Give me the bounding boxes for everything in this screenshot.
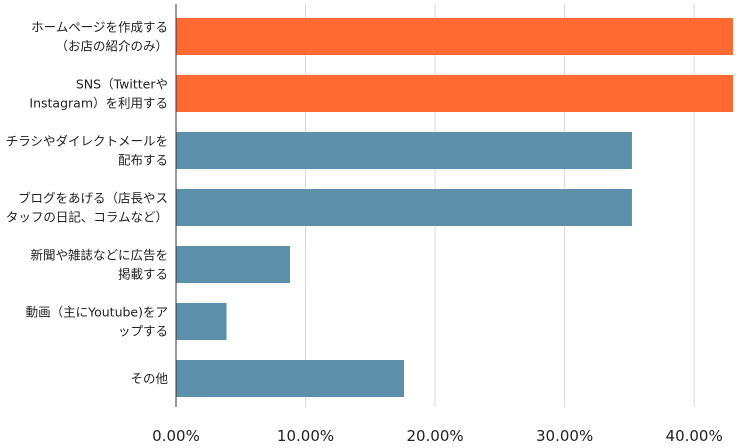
x-tick-label-1: 10.00%: [277, 427, 334, 445]
category-label-1-line-2: （お店の紹介のみ）: [55, 39, 168, 54]
bar-3: [176, 132, 632, 169]
category-label-5-line-1: 新聞や雑誌などに広告を: [30, 248, 168, 263]
x-tick-label-0: 0.00%: [152, 427, 200, 445]
category-label-5-line-2: 掲載する: [118, 267, 168, 282]
x-tick-label-2: 20.00%: [406, 427, 463, 445]
bar-1: [176, 18, 733, 55]
category-label-7-line-1: その他: [130, 371, 168, 386]
category-label-4-line-2: タッフの日記、コラムなど）: [6, 210, 168, 225]
bar-7: [176, 360, 404, 397]
category-label-2-line-2: Instagram）を利用する: [29, 96, 168, 111]
bar-2: [176, 75, 733, 112]
x-tick-label-3: 30.00%: [536, 427, 593, 445]
x-tick-label-4: 40.00%: [666, 427, 723, 445]
category-label-4-line-1: ブログをあげる（店長やス: [18, 191, 168, 206]
category-label-2-line-1: SNS（Twitterや: [76, 77, 168, 92]
bar-6: [176, 303, 227, 340]
category-label-1-line-1: ホームページを作成する: [31, 20, 168, 35]
bar-4: [176, 189, 632, 226]
category-label-6-line-1: 動画（主にYoutube)をア: [26, 305, 168, 320]
bar-5: [176, 246, 290, 283]
category-label-6-line-2: ップする: [118, 324, 168, 339]
category-label-3-line-1: チラシやダイレクトメールを: [6, 134, 168, 149]
category-label-3-line-2: 配布する: [118, 153, 168, 168]
